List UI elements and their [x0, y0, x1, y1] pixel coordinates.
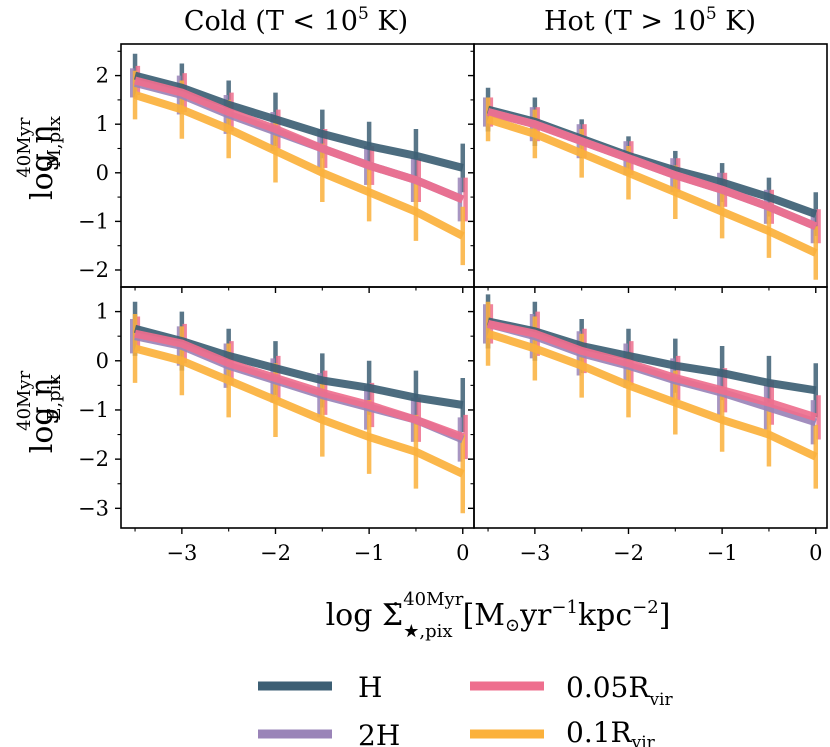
column-title-cold-sup: 5 — [358, 4, 369, 24]
legend: H 0.05Rvir 2H 0.1Rvir — [258, 671, 673, 747]
x-axis-label-units-mid2: kpc — [578, 598, 632, 633]
x-axis-label-sub: ★,pix — [403, 621, 452, 642]
y-tick-label: −2 — [78, 447, 109, 471]
legend-label-01rvir-main: 0.1R — [566, 716, 633, 747]
panel-r0-c0: −2 −1 0 1 2 — [78, 43, 475, 293]
column-title-cold-end: K) — [369, 6, 408, 37]
y-tick-label: 1 — [96, 112, 109, 136]
x-axis-label: log Σ̇40Myr ★,pix [M⊙yr−1kpc−2] — [326, 589, 671, 642]
x-tick-label: 0 — [809, 541, 822, 565]
panel-r0-c1 — [468, 43, 828, 293]
legend-label-h: H — [358, 671, 382, 704]
x-tick-label: −2 — [613, 541, 644, 565]
column-title-cold-main: Cold (T < 10 — [184, 6, 358, 37]
y-axis-label-bottom: log η40Myr E,pix — [14, 370, 65, 453]
legend-label-01rvir-sub: vir — [631, 733, 656, 747]
legend-label-01rvir: 0.1Rvir — [566, 716, 656, 747]
series-line-h — [134, 71, 464, 172]
series-line-0.05rvir — [134, 76, 465, 204]
x-axis-label-main: log Σ̇ — [326, 598, 404, 633]
y-axis-label-top: log η40Myr M,pix — [14, 116, 65, 200]
y-tick-label: 0 — [96, 161, 109, 185]
series-line-0.1rvir — [133, 91, 465, 240]
legend-label-2h: 2H — [358, 719, 400, 747]
y-tick-label: −2 — [78, 258, 109, 282]
y-axis-label-bottom-sub: E,pix — [44, 374, 65, 420]
y-tick-label: 1 — [96, 300, 109, 324]
panel-r1-c1: −3 −2 −1 0 — [468, 286, 828, 565]
series-line-0.1rvir — [133, 344, 465, 478]
y-tick-label: 2 — [96, 64, 109, 88]
legend-label-005rvir-sub: vir — [648, 690, 673, 710]
y-axis-label-bottom-text: log η40Myr E,pix — [14, 370, 65, 453]
series-line-0.05rvir — [134, 329, 465, 441]
x-axis-label-units-pre: [M — [463, 598, 505, 633]
column-title-hot-main: Hot (T > 10 — [544, 6, 706, 37]
legend-label-005rvir: 0.05Rvir — [566, 671, 673, 710]
x-tick-label: −1 — [707, 541, 738, 565]
x-axis-label-units-sun: ⊙ — [505, 615, 520, 636]
panels-layer: −2 −1 0 1 2 −3 −2 −1 0 1 −3 −2 −1 0 −3 −2 −1 0 — [78, 43, 828, 565]
x-axis-label-sup: 40Myr — [403, 589, 464, 610]
column-title-cold: Cold (T < 105 K) — [184, 4, 408, 37]
y-axis-label-top-main: log η — [25, 126, 60, 200]
x-tick-label: 0 — [456, 541, 469, 565]
y-tick-label: −1 — [78, 398, 109, 422]
column-title-hot-sup: 5 — [706, 4, 717, 24]
legend-label-2h-main: 2H — [358, 719, 400, 747]
y-tick-label: −1 — [78, 209, 109, 233]
series-line-0.1rvir — [486, 115, 818, 257]
series-line-0.1rvir — [486, 329, 818, 461]
x-axis-label-units-end: ] — [659, 598, 671, 633]
x-axis-label-units-mid1: yr — [519, 598, 552, 633]
series-line-0.05rvir — [486, 108, 818, 230]
x-axis-label-units-exp2: −2 — [632, 597, 659, 618]
panel-frame — [473, 286, 828, 529]
series-line-0.05rvir — [487, 319, 817, 422]
y-axis-label-top-sup: 40Myr — [14, 117, 35, 178]
y-tick-label: 0 — [96, 349, 109, 373]
y-tick-label: −3 — [78, 496, 109, 520]
y-axis-label-bottom-main: log η — [25, 379, 60, 453]
legend-label-h-main: H — [358, 671, 382, 704]
x-tick-label: −3 — [519, 541, 550, 565]
y-axis-label-top-sub: M,pix — [44, 116, 65, 168]
y-axis-label-bottom-sup: 40Myr — [14, 370, 35, 431]
x-axis-label-units-exp1: −1 — [551, 597, 578, 618]
panel-r1-c0: −3 −2 −1 0 1 −3 −2 −1 0 — [78, 286, 475, 565]
x-tick-label: −1 — [354, 541, 385, 565]
legend-label-005rvir-main: 0.05R — [566, 671, 650, 704]
y-axis-label-top-text: log η40Myr M,pix — [14, 116, 65, 200]
column-title-hot-end: K) — [717, 6, 756, 37]
x-tick-label: −3 — [166, 541, 197, 565]
column-title-hot: Hot (T > 105 K) — [544, 4, 756, 37]
x-tick-label: −2 — [260, 541, 291, 565]
